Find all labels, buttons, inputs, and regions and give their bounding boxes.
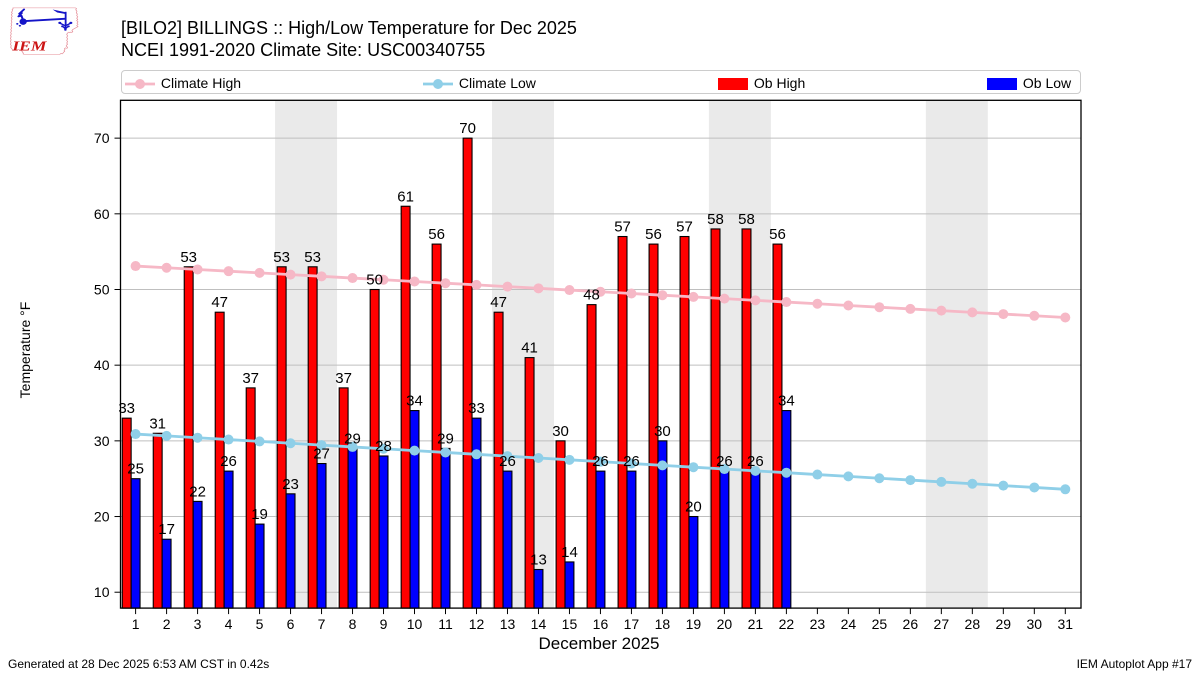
svg-text:26: 26	[623, 453, 640, 470]
svg-text:26: 26	[592, 453, 609, 470]
svg-text:16: 16	[593, 616, 609, 632]
svg-text:8: 8	[349, 616, 357, 632]
svg-text:26: 26	[220, 453, 237, 470]
svg-text:60: 60	[94, 206, 110, 222]
svg-text:24: 24	[841, 616, 857, 632]
svg-text:29: 29	[996, 616, 1012, 632]
svg-text:33: 33	[468, 400, 485, 417]
svg-text:23: 23	[282, 476, 299, 493]
svg-text:14: 14	[531, 616, 547, 632]
svg-text:15: 15	[562, 616, 578, 632]
svg-text:29: 29	[437, 430, 454, 447]
svg-text:19: 19	[686, 616, 702, 632]
svg-text:17: 17	[624, 616, 640, 632]
svg-text:57: 57	[614, 219, 631, 236]
svg-text:53: 53	[180, 249, 197, 266]
svg-text:70: 70	[94, 130, 110, 146]
svg-text:41: 41	[521, 340, 538, 357]
svg-text:53: 53	[273, 249, 290, 266]
svg-text:5: 5	[256, 616, 264, 632]
svg-text:17: 17	[158, 521, 175, 538]
svg-text:40: 40	[94, 357, 110, 373]
svg-text:50: 50	[366, 272, 383, 289]
svg-text:3: 3	[194, 616, 202, 632]
svg-text:25: 25	[872, 616, 888, 632]
svg-text:7: 7	[318, 616, 326, 632]
svg-text:48: 48	[583, 287, 600, 304]
svg-text:9: 9	[380, 616, 388, 632]
svg-text:30: 30	[552, 423, 569, 440]
svg-text:13: 13	[530, 552, 547, 569]
svg-text:30: 30	[1027, 616, 1043, 632]
svg-text:37: 37	[335, 370, 352, 387]
svg-text:47: 47	[211, 294, 228, 311]
svg-text:70: 70	[459, 120, 476, 137]
svg-text:61: 61	[397, 188, 414, 205]
svg-text:30: 30	[94, 433, 110, 449]
svg-text:22: 22	[189, 483, 206, 500]
svg-text:28: 28	[375, 438, 392, 455]
svg-text:50: 50	[94, 282, 110, 298]
svg-text:20: 20	[94, 509, 110, 525]
svg-text:26: 26	[499, 453, 516, 470]
svg-text:47: 47	[490, 294, 507, 311]
svg-text:26: 26	[716, 453, 733, 470]
svg-text:30: 30	[654, 423, 671, 440]
svg-text:37: 37	[242, 370, 259, 387]
svg-text:2: 2	[163, 616, 171, 632]
svg-text:34: 34	[778, 393, 795, 410]
svg-text:10: 10	[94, 584, 110, 600]
svg-text:27: 27	[313, 446, 330, 463]
svg-text:1: 1	[132, 616, 140, 632]
svg-text:22: 22	[779, 616, 795, 632]
svg-text:53: 53	[304, 249, 321, 266]
svg-text:10: 10	[407, 616, 423, 632]
svg-text:56: 56	[645, 226, 662, 243]
svg-text:26: 26	[747, 453, 764, 470]
svg-text:31: 31	[149, 415, 166, 432]
svg-text:26: 26	[903, 616, 919, 632]
svg-text:13: 13	[500, 616, 516, 632]
svg-text:19: 19	[251, 506, 268, 523]
svg-text:11: 11	[438, 616, 453, 632]
svg-text:14: 14	[561, 544, 578, 561]
svg-text:56: 56	[769, 226, 786, 243]
svg-text:23: 23	[810, 616, 826, 632]
svg-text:25: 25	[127, 461, 144, 478]
svg-text:58: 58	[738, 211, 755, 228]
svg-text:20: 20	[685, 499, 702, 516]
svg-text:29: 29	[344, 430, 361, 447]
svg-text:28: 28	[965, 616, 981, 632]
svg-text:31: 31	[1058, 616, 1074, 632]
svg-text:56: 56	[428, 226, 445, 243]
svg-text:57: 57	[676, 219, 693, 236]
svg-text:58: 58	[707, 211, 724, 228]
svg-text:4: 4	[225, 616, 233, 632]
svg-text:21: 21	[748, 616, 764, 632]
svg-text:IEM: IEM	[11, 39, 48, 54]
svg-text:27: 27	[934, 616, 950, 632]
svg-text:34: 34	[406, 393, 423, 410]
svg-text:20: 20	[717, 616, 733, 632]
svg-text:6: 6	[287, 616, 295, 632]
svg-text:18: 18	[655, 616, 671, 632]
svg-text:12: 12	[469, 616, 485, 632]
